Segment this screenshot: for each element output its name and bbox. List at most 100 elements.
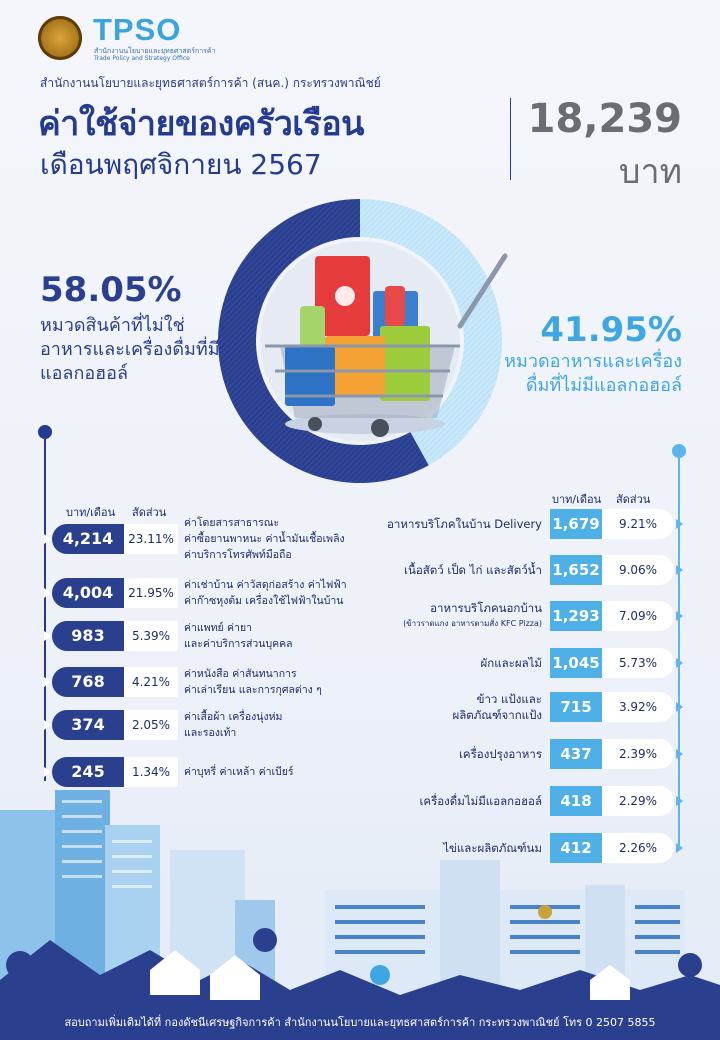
- food-category-label: หมวดอาหารและเครื่องดื่มที่ไม่มีแอลกอฮอล์: [504, 351, 682, 396]
- right-row-description: อาหารบริโภคในบ้าน Delivery: [322, 516, 542, 532]
- right-row-description-line: เครื่องปรุงอาหาร: [459, 747, 542, 761]
- right-timeline-line: [678, 450, 680, 850]
- left-row-amount: 374: [52, 710, 124, 740]
- right-row-amount: 1,293: [550, 601, 602, 631]
- page-subtitle: เดือนพฤศจิกายน 2567: [40, 148, 322, 181]
- shopping-cart-icon: [265, 253, 508, 437]
- right-column-header-share: สัดส่วน: [616, 493, 651, 506]
- right-row-arrow-icon: [676, 658, 683, 668]
- left-row-amount: 4,214: [52, 524, 124, 554]
- footer-contact: สอบถามเพิ่มเติมได้ที่ กองดัชนีเศรษฐกิจกา…: [0, 1010, 720, 1040]
- left-timeline-line: [44, 431, 46, 781]
- right-row-amount: 1,045: [550, 648, 602, 678]
- right-row-arrow-icon: [676, 843, 683, 853]
- left-table-row: 245 1.34%: [44, 757, 178, 787]
- right-row-description: เนื้อสัตว์ เป็ด ไก่ และสัตว์น้ำ: [322, 562, 542, 578]
- right-row-description-line: ผักและผลไม้: [480, 656, 543, 670]
- left-row-amount: 983: [52, 621, 124, 651]
- left-row-amount: 245: [52, 757, 124, 787]
- right-row-description: เครื่องดื่มไม่มีแอลกอฮอล์: [322, 793, 542, 809]
- right-row-description-note: (ข้าวราดแกง อาหารตามสั่ง KFC Pizza): [403, 619, 542, 628]
- left-row-description: ค่าโดยสารสาธารณะค่าซื้อยานพาหนะ ค่าน้ำมั…: [184, 515, 384, 563]
- left-row-description-line: ค่าเช่าบ้าน ค่าวัสดุก่อสร้าง ค่าไฟฟ้า: [184, 579, 347, 591]
- left-table-row: 4,214 23.11%: [44, 524, 178, 554]
- right-row-arrow-icon: [676, 749, 683, 759]
- left-row-description: ค่าเช่าบ้าน ค่าวัสดุก่อสร้าง ค่าไฟฟ้าค่า…: [184, 577, 384, 609]
- right-table-row: 1,045 5.73%: [550, 648, 684, 678]
- organization-name: สำนักงานนโยบายและยุทธศาสตร์การค้า (สนค.)…: [40, 76, 381, 90]
- left-table-row: 768 4.21%: [44, 667, 178, 697]
- right-table-row: 1,293 7.09%: [550, 601, 684, 631]
- right-row-arrow-icon: [676, 611, 683, 621]
- left-row-description: ค่าเสื้อผ้า เครื่องนุ่งห่ม และรองเท้า: [184, 709, 384, 741]
- right-row-amount: 418: [550, 786, 602, 816]
- left-row-arrow-icon: [44, 631, 51, 641]
- right-table-row: 437 2.39%: [550, 739, 684, 769]
- left-row-amount: 768: [52, 667, 124, 697]
- tpso-logo-subtitle-th: สำนักงานนโยบายและยุทธศาสตร์การค้า: [94, 47, 216, 55]
- right-table-row: 715 3.92%: [550, 692, 684, 722]
- total-amount: 18,239: [527, 96, 682, 142]
- right-table-row: 418 2.29%: [550, 786, 684, 816]
- right-row-description-line: เครื่องดื่มไม่มีแอลกอฮอล์: [419, 794, 542, 808]
- left-table-row: 4,004 21.95%: [44, 578, 178, 608]
- right-table-row: 1,679 9.21%: [550, 509, 684, 539]
- left-row-description-line: ค่าเสื้อผ้า เครื่องนุ่งห่ม: [184, 711, 283, 723]
- donut-slice-food: [360, 199, 502, 466]
- right-row-share: 2.26%: [602, 833, 674, 863]
- right-row-description-line: ข้าว แป้งและ: [476, 692, 542, 706]
- left-row-arrow-icon: [44, 677, 51, 687]
- share-donut-chart: [218, 199, 508, 483]
- left-row-share: 23.11%: [124, 524, 178, 554]
- left-row-description-line: ค่าเล่าเรียน และการกุศลต่าง ๆ: [184, 684, 322, 696]
- right-row-share: 2.29%: [602, 786, 674, 816]
- left-row-share: 5.39%: [124, 621, 178, 651]
- non-food-share-label: 58.05%: [40, 270, 182, 310]
- header-divider: [510, 98, 511, 180]
- right-row-description: ผักและผลไม้: [322, 655, 543, 671]
- left-row-arrow-icon: [44, 588, 51, 598]
- right-row-description: อาหารบริโภคนอกบ้าน (ข้าวราดแกง อาหารตามสั…: [322, 600, 542, 632]
- left-column-header-share: สัดส่วน: [132, 506, 167, 519]
- right-row-share: 9.21%: [602, 509, 674, 539]
- right-table-row: 1,652 9.06%: [550, 555, 684, 585]
- total-unit: บาท: [618, 152, 682, 192]
- right-row-amount: 437: [550, 739, 602, 769]
- left-row-description-line: ค่าซื้อยานพาหนะ ค่าน้ำมันเชื้อเพลิง: [184, 533, 345, 545]
- left-row-description-line: ค่าหนังสือ ค่าสันทนาการ: [184, 668, 297, 680]
- ministry-seal-logo: [38, 16, 82, 60]
- right-row-share: 5.73%: [602, 648, 674, 678]
- left-row-share: 4.21%: [124, 667, 178, 697]
- right-row-share: 7.09%: [602, 601, 674, 631]
- left-row-arrow-icon: [44, 720, 51, 730]
- page-title: ค่าใช้จ่ายของครัวเรือน: [38, 104, 364, 144]
- left-row-share: 1.34%: [124, 757, 178, 787]
- right-row-share: 3.92%: [602, 692, 674, 722]
- donut-slice-non-food: [218, 199, 429, 483]
- non-food-category-label: หมวดสินค้าที่ไม่ใช่อาหารและเครื่องดื่มที…: [40, 315, 220, 384]
- left-row-description-line: ค่าก๊าซหุงต้ม เครื่องใช้ไฟฟ้าในบ้าน: [184, 595, 344, 607]
- left-row-arrow-icon: [44, 534, 51, 544]
- left-row-description: ค่าแพทย์ ค่ายา และค่าบริการส่วนบุคคล: [184, 620, 384, 652]
- left-row-description-line: ค่าโดยสารสาธารณะ: [184, 517, 280, 529]
- left-row-arrow-icon: [44, 767, 51, 777]
- tpso-logo-subtitle-en: Trade Policy and Strategy Office: [94, 55, 190, 62]
- city-skyline-illustration: [0, 790, 720, 1012]
- right-row-amount: 1,652: [550, 555, 602, 585]
- left-table-row: 374 2.05%: [44, 710, 178, 740]
- tpso-logo: TPSO: [93, 12, 182, 47]
- left-table-row: 983 5.39%: [44, 621, 178, 651]
- right-column-header-amount: บาท/เดือน: [552, 493, 602, 506]
- right-row-description-line: อาหารบริโภคนอกบ้าน: [430, 601, 542, 615]
- right-row-amount: 715: [550, 692, 602, 722]
- right-table-row: 412 2.26%: [550, 833, 684, 863]
- left-row-description: ค่าหนังสือ ค่าสันทนาการค่าเล่าเรียน และก…: [184, 666, 384, 698]
- left-row-description-line: และค่าบริการส่วนบุคคล: [184, 638, 293, 650]
- right-timeline-dot: [672, 444, 686, 458]
- right-row-description-line: ไข่และผลิตภัณฑ์นม: [443, 841, 542, 855]
- right-row-amount: 1,679: [550, 509, 602, 539]
- food-share-label: 41.95%: [540, 310, 682, 350]
- right-row-description-line: ผลิตภัณฑ์จากแป้ง: [452, 708, 542, 722]
- right-row-amount: 412: [550, 833, 602, 863]
- right-row-arrow-icon: [676, 519, 683, 529]
